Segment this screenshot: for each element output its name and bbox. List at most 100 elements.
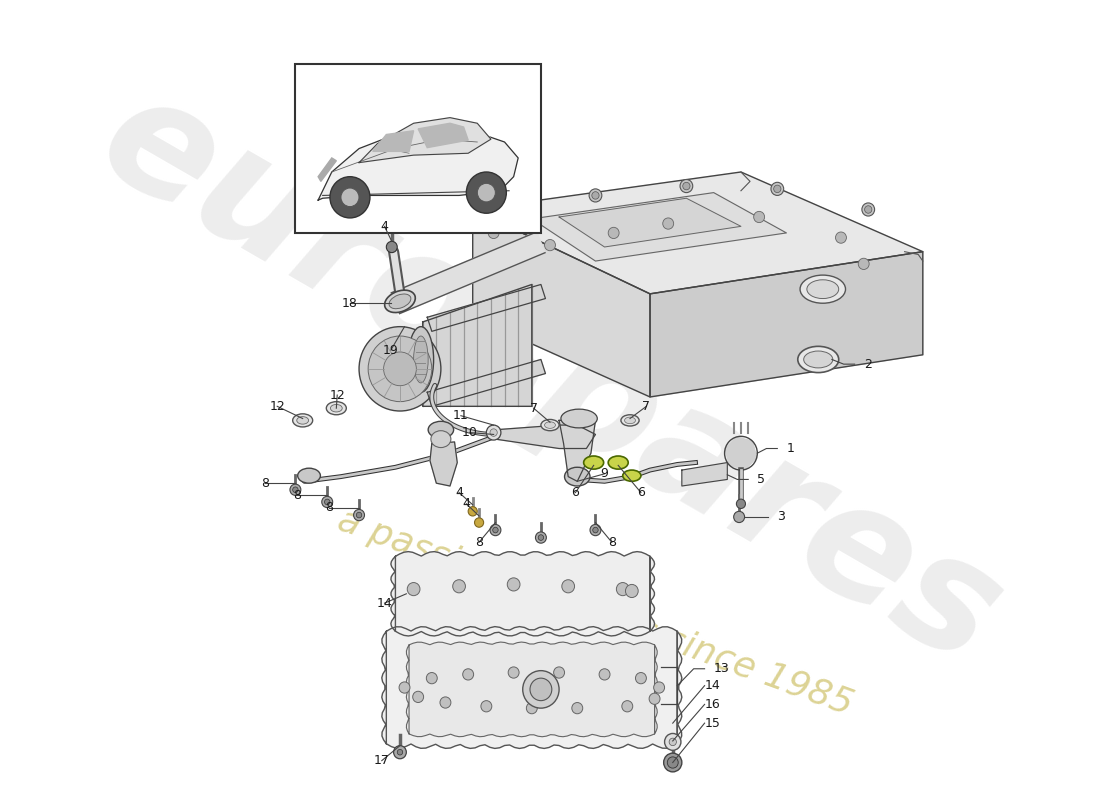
Circle shape <box>407 582 420 596</box>
Circle shape <box>368 336 432 402</box>
Polygon shape <box>318 158 337 182</box>
FancyBboxPatch shape <box>296 64 541 233</box>
Circle shape <box>527 702 537 714</box>
Circle shape <box>330 177 370 218</box>
Polygon shape <box>382 626 682 749</box>
Polygon shape <box>318 130 518 200</box>
Circle shape <box>290 484 301 495</box>
Text: 14: 14 <box>376 597 393 610</box>
Ellipse shape <box>564 467 590 486</box>
Circle shape <box>359 326 441 411</box>
Text: 11: 11 <box>453 410 469 422</box>
Text: 15: 15 <box>705 717 720 730</box>
Circle shape <box>668 757 679 768</box>
Circle shape <box>490 525 500 536</box>
Text: 3: 3 <box>778 510 785 523</box>
Circle shape <box>386 242 397 253</box>
Ellipse shape <box>798 346 838 373</box>
Circle shape <box>293 487 298 493</box>
Circle shape <box>394 746 406 758</box>
Circle shape <box>474 518 484 527</box>
Text: 4: 4 <box>462 498 471 510</box>
Circle shape <box>440 697 451 708</box>
Circle shape <box>463 669 474 680</box>
Ellipse shape <box>330 405 342 412</box>
Text: 6: 6 <box>572 486 580 499</box>
Circle shape <box>600 669 610 680</box>
Polygon shape <box>390 552 654 636</box>
Circle shape <box>773 185 781 193</box>
Polygon shape <box>531 193 786 261</box>
Text: 13: 13 <box>714 662 729 675</box>
Polygon shape <box>650 252 923 397</box>
Text: 9: 9 <box>601 467 608 480</box>
Ellipse shape <box>428 422 453 438</box>
Circle shape <box>592 192 600 199</box>
Text: 2: 2 <box>864 358 871 370</box>
Circle shape <box>427 673 437 684</box>
Polygon shape <box>418 123 469 148</box>
Circle shape <box>590 189 602 202</box>
Circle shape <box>663 218 673 229</box>
Ellipse shape <box>293 414 312 427</box>
Circle shape <box>490 429 497 436</box>
Circle shape <box>453 580 465 593</box>
Polygon shape <box>373 130 414 151</box>
Circle shape <box>653 682 664 693</box>
Circle shape <box>522 670 559 708</box>
Text: 8: 8 <box>324 501 333 514</box>
Ellipse shape <box>541 419 559 430</box>
Ellipse shape <box>608 456 628 469</box>
Text: 7: 7 <box>642 400 650 413</box>
Ellipse shape <box>625 417 636 424</box>
Circle shape <box>754 211 764 222</box>
Circle shape <box>397 750 403 755</box>
Circle shape <box>493 527 498 533</box>
Circle shape <box>356 512 362 518</box>
Text: 4: 4 <box>381 220 388 233</box>
Text: eurospares: eurospares <box>74 58 1026 698</box>
Text: 12: 12 <box>329 389 345 402</box>
Polygon shape <box>729 453 745 470</box>
Circle shape <box>322 496 332 507</box>
Circle shape <box>572 702 583 714</box>
Text: 6: 6 <box>637 486 645 499</box>
Text: 8: 8 <box>294 489 301 502</box>
Text: 1: 1 <box>786 442 794 455</box>
Circle shape <box>538 534 543 540</box>
Circle shape <box>412 691 424 702</box>
Ellipse shape <box>389 294 411 309</box>
Polygon shape <box>427 359 546 406</box>
Circle shape <box>508 667 519 678</box>
Circle shape <box>680 179 693 193</box>
Ellipse shape <box>804 351 833 368</box>
Circle shape <box>469 506 477 516</box>
Circle shape <box>771 182 783 195</box>
Polygon shape <box>406 642 658 737</box>
Polygon shape <box>495 425 595 449</box>
Ellipse shape <box>408 326 433 392</box>
Circle shape <box>590 525 601 536</box>
Circle shape <box>683 182 690 190</box>
Polygon shape <box>359 118 491 162</box>
Circle shape <box>608 227 619 238</box>
Text: 4: 4 <box>455 486 463 499</box>
Circle shape <box>399 682 410 693</box>
Text: 8: 8 <box>475 536 483 549</box>
Polygon shape <box>473 210 650 397</box>
Ellipse shape <box>327 402 346 414</box>
Circle shape <box>466 172 506 214</box>
Text: 19: 19 <box>383 343 399 357</box>
Circle shape <box>544 239 556 250</box>
Polygon shape <box>737 437 752 453</box>
Ellipse shape <box>385 290 416 313</box>
Polygon shape <box>725 449 741 465</box>
Polygon shape <box>725 437 741 453</box>
Ellipse shape <box>584 456 604 469</box>
Text: 8: 8 <box>608 536 616 549</box>
Polygon shape <box>682 462 727 486</box>
Circle shape <box>477 183 495 202</box>
Circle shape <box>498 203 510 216</box>
Polygon shape <box>559 198 741 247</box>
Polygon shape <box>559 420 595 482</box>
